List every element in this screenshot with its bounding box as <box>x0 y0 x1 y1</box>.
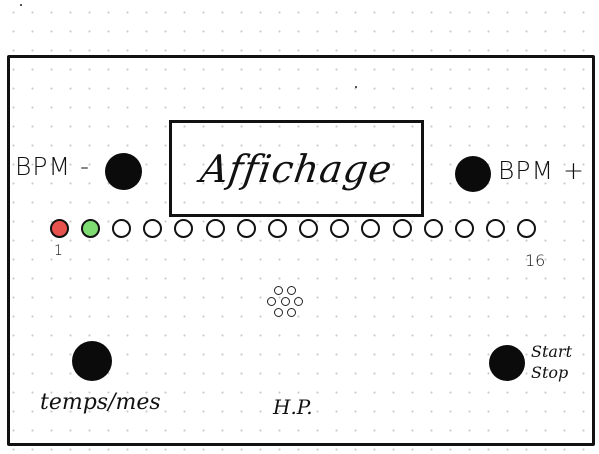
tempo-measure-label: temps/mes <box>40 390 161 415</box>
start-stop-button[interactable] <box>489 345 525 381</box>
stray-dot <box>355 86 357 88</box>
speaker-hole <box>287 286 296 295</box>
display-screen: Affichage <box>169 120 424 217</box>
step-led-9 <box>299 219 318 238</box>
step-led-5 <box>174 219 193 238</box>
step-led-16 <box>517 219 536 238</box>
start-label: Start <box>531 342 573 361</box>
step-led-10 <box>330 219 349 238</box>
speaker-grille <box>266 286 306 324</box>
stray-dot <box>20 4 22 6</box>
step-led-12 <box>393 219 412 238</box>
speaker-hole <box>274 286 283 295</box>
bpm-minus-button[interactable] <box>105 153 142 190</box>
step-led-13 <box>424 219 443 238</box>
speaker-label: H.P. <box>273 395 313 419</box>
step-led-7 <box>237 219 256 238</box>
step-led-1 <box>50 219 69 238</box>
step-led-2 <box>81 219 100 238</box>
tempo-measure-button[interactable] <box>72 341 112 381</box>
speaker-hole <box>267 297 276 306</box>
step-led-8 <box>268 219 287 238</box>
step-led-11 <box>361 219 380 238</box>
display-label: Affichage <box>197 146 396 191</box>
device-panel: Affichage <box>7 55 595 446</box>
speaker-hole <box>287 308 296 317</box>
stop-label: Stop <box>531 363 569 382</box>
led-last-label: 16 <box>525 251 546 270</box>
step-led-3 <box>112 219 131 238</box>
led-first-label: 1 <box>54 243 63 259</box>
bpm-minus-label: BPM - <box>15 152 90 181</box>
step-led-4 <box>143 219 162 238</box>
step-led-14 <box>455 219 474 238</box>
bpm-plus-button[interactable] <box>455 156 491 192</box>
step-led-15 <box>486 219 505 238</box>
step-led-6 <box>206 219 225 238</box>
speaker-hole <box>274 308 283 317</box>
speaker-hole <box>281 297 290 306</box>
speaker-hole <box>294 297 303 306</box>
bpm-plus-label: BPM + <box>498 156 585 185</box>
